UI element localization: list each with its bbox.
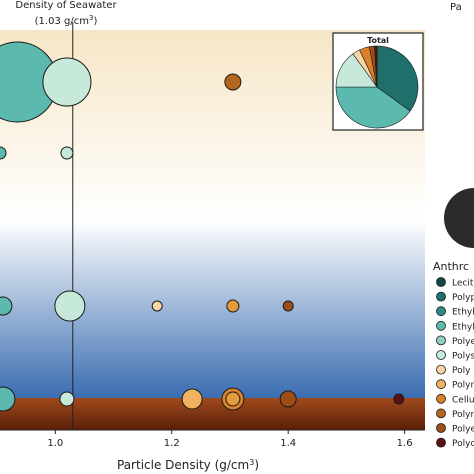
legend-label: Polyr [452,381,474,391]
x-axis-label: Particle Density (g/cm3) [117,458,259,473]
legend-swatch [436,320,446,331]
legend-label: Polye [452,337,474,347]
data-point [226,299,240,313]
legend-swatch [436,306,446,317]
pie-slice [374,45,378,88]
data-point [393,393,405,405]
seawater-label-line1: Density of Seawater [15,0,117,11]
data-point [60,146,74,160]
data-point [224,73,242,91]
legend-swatch [436,291,446,302]
legend-swatch [436,364,446,375]
inset-pie-label: Total [367,36,389,45]
legend-label: Polys [452,352,474,362]
data-point [279,390,297,408]
data-point [54,290,86,322]
legend-label: Polyr [452,410,474,420]
legend-label: Poly [452,366,471,376]
seawater-label-line2: (1.03 g/cm3) [35,14,98,27]
x-tick-label: 1.6 [397,438,413,449]
pie-slice [376,45,419,112]
legend-swatch [436,437,446,448]
legend-label: Ethyl [452,308,474,318]
legend-label: Polyo [452,439,474,449]
x-axis: 1.0 1.2 1.4 1.6 Particle Density (g/cm3) [0,429,425,473]
right-panel-label: Pa [450,2,462,13]
data-point [282,300,294,312]
right-panel-dark-circle [444,188,474,248]
x-tick-label: 1.2 [164,438,180,449]
legend-swatch [436,277,446,287]
legend-label: Ethyl [452,322,474,332]
legend-label: Polye [452,425,474,435]
data-point [181,388,203,410]
data-point [42,57,92,107]
legend-label: Polyp [452,293,474,303]
data-point [225,391,241,407]
data-point [59,391,75,407]
data-points [0,41,405,412]
legend-swatch [436,350,446,360]
legend-swatch [436,379,446,390]
x-tick-label: 1.4 [280,438,296,449]
pie-slices [335,45,419,129]
pie-slice [335,86,411,129]
legend-label: Cellu [452,395,474,405]
legend-swatch [436,423,446,433]
legend-title: Anthrc [433,260,469,273]
inset-pie-chart: Total [332,32,424,131]
right-panel: Pa [444,2,474,248]
legend-label: Lecit [452,279,474,289]
data-point [151,300,163,312]
legend: Anthrc Lecit Polyp Ethyl Ethyl Polye Polys Pol… [433,260,474,449]
x-tick-label: 1.0 [47,438,63,449]
legend-swatch [436,393,446,404]
legend-swatch [436,335,446,346]
data-point [0,386,16,412]
legend-swatch [436,408,446,419]
data-point [0,146,7,160]
data-point [0,296,13,316]
